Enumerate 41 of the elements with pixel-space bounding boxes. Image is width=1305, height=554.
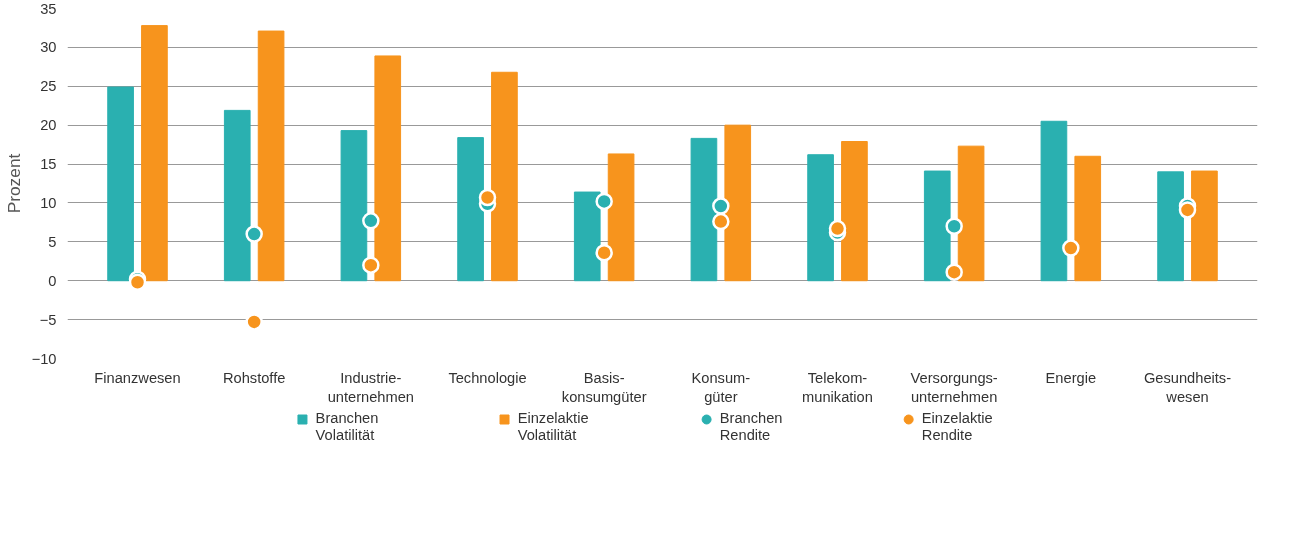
bar	[257, 30, 285, 282]
y-tick-label: −5	[39, 311, 57, 328]
point	[1062, 239, 1080, 257]
bar	[1040, 120, 1068, 282]
point	[362, 212, 380, 230]
x-tick-label: Basis- konsumgüter	[561, 369, 647, 405]
x-tick-label: Gesundheits- wesen	[1143, 369, 1232, 405]
point	[478, 188, 497, 207]
y-tick-label: 10	[40, 194, 57, 211]
y-tick-label: 20	[40, 117, 57, 134]
y-tick-label: 25	[40, 78, 57, 95]
y-tick-label: 35	[40, 0, 57, 17]
legend-label: Einzelaktie Rendite	[921, 409, 993, 444]
y-tick-label: 30	[40, 39, 57, 56]
y-axis-title: Prozent	[3, 153, 24, 214]
x-tick-label: Industrie- unternehmen	[327, 369, 415, 405]
legend-label: Branchen Volatilität	[315, 409, 379, 444]
x-tick-label: Versorgungs- unternehmen	[910, 369, 998, 405]
point	[1178, 201, 1197, 219]
x-tick-label: Konsum- güter	[691, 369, 751, 405]
y-tick-label: −10	[31, 350, 57, 367]
x-tick-label: Energie	[1045, 369, 1097, 386]
point	[945, 263, 963, 281]
x-tick-label: Telekom- munikation	[802, 369, 873, 405]
x-tick-label: Technologie	[448, 369, 527, 386]
x-tick-label: Rohstoffe	[222, 369, 286, 386]
point	[595, 192, 613, 211]
point	[595, 243, 613, 262]
point	[245, 225, 263, 243]
legend-label: Branchen Rendite	[719, 409, 783, 444]
y-tick-label: 0	[48, 272, 57, 289]
point	[712, 197, 730, 215]
point	[712, 212, 730, 231]
x-tick-label: Finanzwesen	[94, 369, 181, 386]
y-tick-label: 15	[40, 156, 57, 173]
point	[828, 219, 847, 238]
point	[245, 313, 263, 331]
point	[362, 256, 380, 274]
point	[945, 217, 963, 236]
y-tick-label: 5	[48, 233, 57, 250]
legend-label: Einzelaktie Volatilität	[517, 409, 589, 444]
